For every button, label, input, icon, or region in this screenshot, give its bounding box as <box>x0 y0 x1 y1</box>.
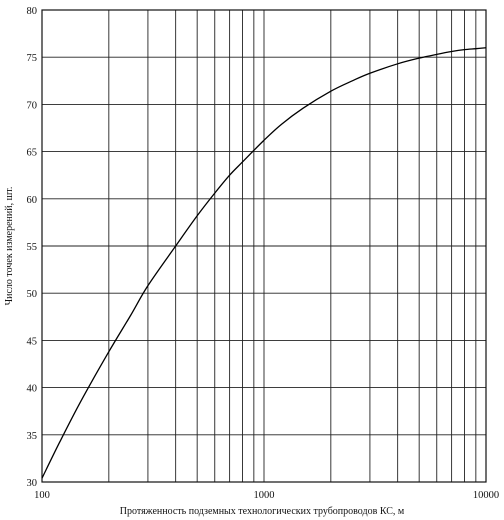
y-axis-label: Число точек измерений, шт. <box>4 187 15 306</box>
y-tick-label: 80 <box>27 6 38 17</box>
x-tick-label: 100 <box>34 490 50 501</box>
y-tick-label: 65 <box>27 148 38 159</box>
y-tick-label: 50 <box>27 289 38 300</box>
x-tick-label: 1000 <box>254 490 275 501</box>
x-axis-label: Протяженность подземных технологических … <box>120 506 405 517</box>
y-tick-label: 35 <box>27 431 38 442</box>
tick-labels: 30 35 40 45 50 55 60 65 70 75 80 100 1000 10000 <box>27 6 500 501</box>
y-tick-label: 55 <box>27 242 38 253</box>
y-tick-label: 75 <box>27 53 38 64</box>
series-line <box>41 47 487 479</box>
x-tick-label: 10000 <box>473 490 499 501</box>
y-tick-label: 30 <box>27 478 38 489</box>
y-tick-label: 60 <box>27 195 38 206</box>
grid <box>42 10 486 482</box>
y-tick-label: 45 <box>27 336 38 347</box>
y-tick-label: 40 <box>27 384 38 395</box>
plot-frame <box>41 9 487 483</box>
y-tick-label: 70 <box>27 100 38 111</box>
